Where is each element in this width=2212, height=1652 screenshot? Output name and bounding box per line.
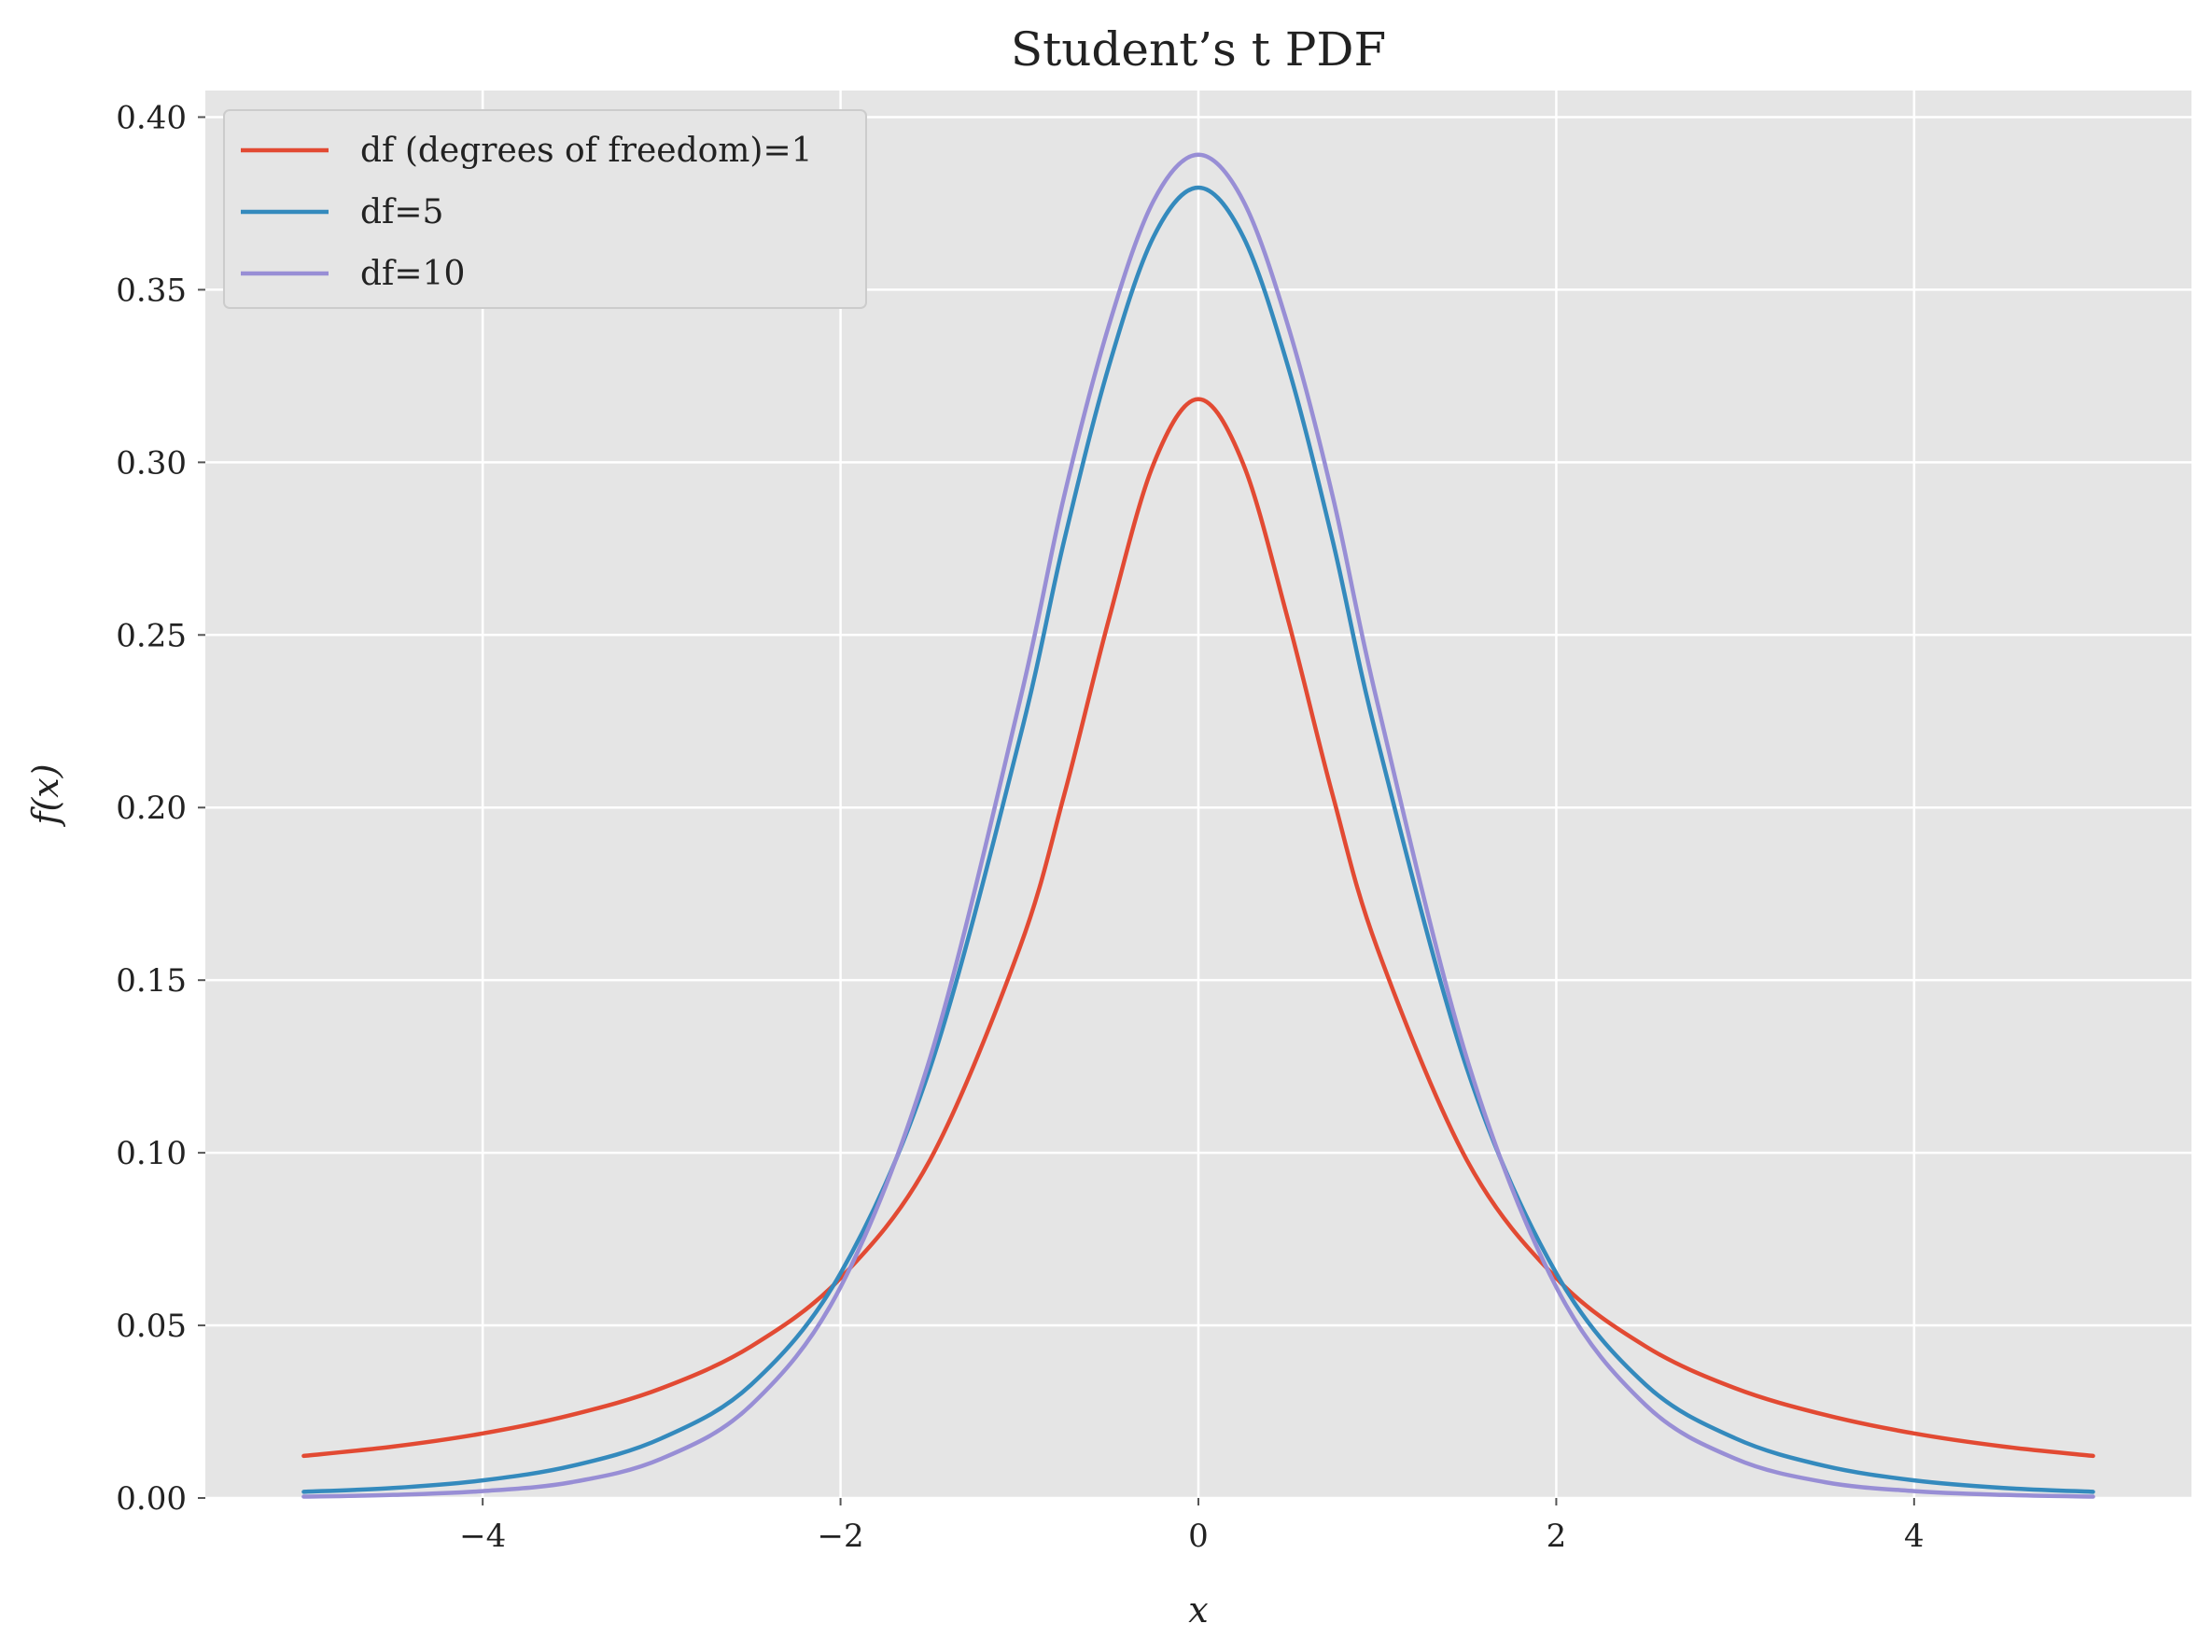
x-tick-label-0: −4 <box>459 1518 506 1555</box>
y-tick-label-0: 0.00 <box>116 1480 187 1518</box>
legend-frame <box>223 109 867 309</box>
series-line-1 <box>301 185 2095 1494</box>
x-axis-label: x <box>1188 1589 1208 1631</box>
legend-label-1: df=5 <box>360 193 443 231</box>
y-tick-label-7: 0.35 <box>116 272 187 309</box>
y-tick-label-5: 0.25 <box>116 617 187 654</box>
x-tick-label-3: 2 <box>1547 1518 1567 1555</box>
x-axis-ticks: −4 −2 0 2 4 <box>459 1498 1925 1555</box>
y-tick-label-1: 0.05 <box>116 1308 187 1345</box>
legend: df (degrees of freedom)=1 df=5 df=10 <box>223 109 867 309</box>
x-tick-label-2: 0 <box>1188 1518 1209 1555</box>
y-tick-label-4: 0.20 <box>116 790 187 827</box>
grid-lines <box>205 91 2191 1500</box>
chart-title: Student’s t PDF <box>1011 22 1386 77</box>
series-line-0 <box>301 397 2095 1459</box>
x-tick-label-4: 4 <box>1904 1518 1925 1555</box>
y-tick-label-6: 0.30 <box>116 444 187 482</box>
y-axis-ticks: 0.00 0.05 0.10 0.15 0.20 0.25 0.30 0.35 0.40 <box>116 99 205 1518</box>
x-tick-label-1: −2 <box>818 1518 864 1555</box>
y-tick-label-8: 0.40 <box>116 99 187 136</box>
series-line-2 <box>301 152 2095 1499</box>
legend-label-0: df (degrees of freedom)=1 <box>360 132 813 170</box>
y-tick-label-3: 0.15 <box>116 962 187 1000</box>
y-tick-label-2: 0.10 <box>116 1135 187 1172</box>
legend-label-2: df=10 <box>360 255 465 293</box>
y-axis-label: f(x) <box>25 763 66 827</box>
series-lines <box>301 152 2095 1499</box>
